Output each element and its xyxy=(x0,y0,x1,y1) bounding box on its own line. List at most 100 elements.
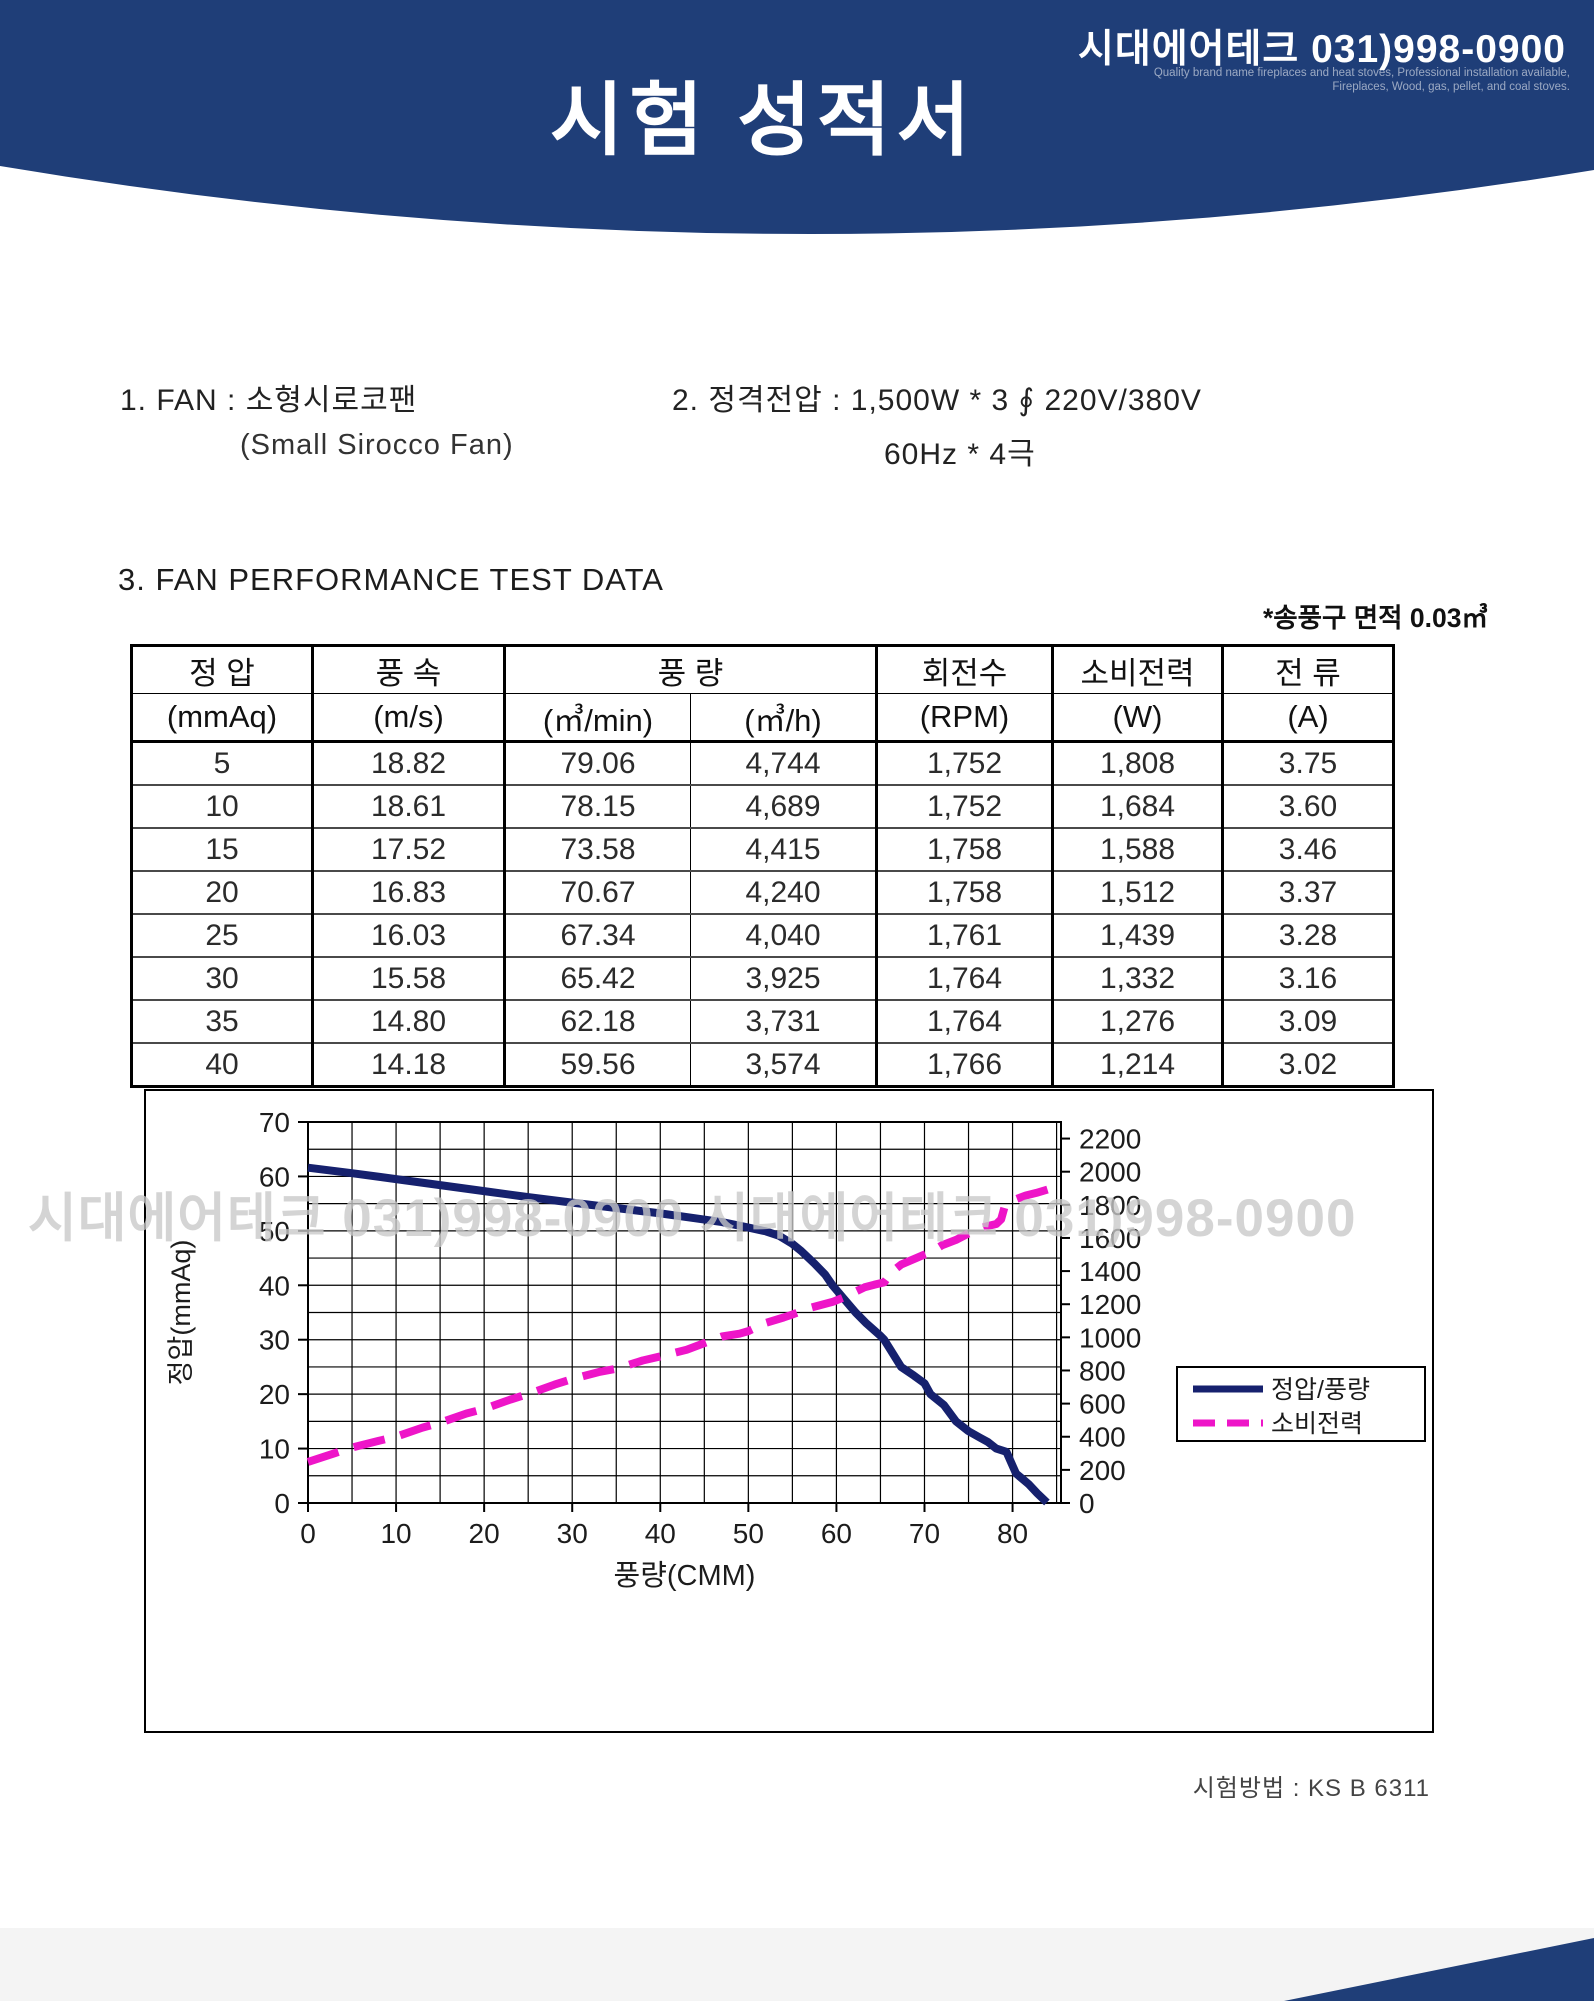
table-row: 35 14.80 62.18 3,731 1,764 1,276 3.09 xyxy=(131,999,1394,1043)
chart-tick-label: 0 xyxy=(300,1518,316,1549)
table-cell: 4,744 xyxy=(690,741,877,785)
column-group-header: 풍 량 xyxy=(503,645,877,694)
table-cell: 20 xyxy=(131,870,313,914)
rated-voltage-sub: 60Hz * 4극 xyxy=(884,438,1036,471)
column-group-header: 전 류 xyxy=(1221,645,1394,694)
table-cell: 14.80 xyxy=(311,999,505,1043)
table-cell: 1,808 xyxy=(1051,741,1223,785)
test-method-note: 시험방법 : KS B 6311 xyxy=(1192,1775,1430,1802)
section3-title: 3. FAN PERFORMANCE TEST DATA xyxy=(118,562,664,597)
table-cell: 1,758 xyxy=(875,870,1053,914)
table-cell: 17.52 xyxy=(311,827,505,871)
table-cell: 3.02 xyxy=(1221,1042,1394,1087)
performance-chart: 0 10 20 30 40 50 60 70 8001020304050607002004006… xyxy=(166,1107,1426,1592)
chart-tick-label: 800 xyxy=(1079,1355,1126,1386)
chart-tick-label: 30 xyxy=(557,1518,588,1549)
table-cell: 3.75 xyxy=(1221,741,1394,785)
table-cell: 18.82 xyxy=(311,741,505,785)
table-cell: 1,752 xyxy=(875,741,1053,785)
table-row: 25 16.03 67.34 4,040 1,761 1,439 3.28 xyxy=(131,913,1394,957)
table-row: 40 14.18 59.56 3,574 1,766 1,214 3.02 xyxy=(131,1042,1394,1087)
outlet-area-note: *송풍구 면적 0.03㎥ xyxy=(1262,603,1488,633)
table-cell: 14.18 xyxy=(311,1042,505,1087)
table-row: 20 16.83 70.67 4,240 1,758 1,512 3.37 xyxy=(131,870,1394,914)
table-cell: 3.46 xyxy=(1221,827,1394,871)
chart-tick-label: 2200 xyxy=(1079,1124,1141,1155)
table-cell: 10 xyxy=(131,784,313,828)
legend-label: 소비전력 xyxy=(1271,1410,1363,1438)
chart-tick-label: 10 xyxy=(380,1518,411,1549)
table-cell: 59.56 xyxy=(503,1042,691,1087)
column-unit-header: (m/s) xyxy=(311,693,505,743)
fan-item-label: 1. FAN : 소형시로코팬 xyxy=(120,384,418,417)
legend-box xyxy=(1176,1366,1426,1442)
chart-tick-label: 60 xyxy=(259,1161,290,1192)
table-cell: 1,512 xyxy=(1051,870,1223,914)
table-row: 5 18.82 79.06 4,744 1,752 1,808 3.75 xyxy=(132,741,1394,785)
table-cell: 1,684 xyxy=(1051,784,1223,828)
table-cell: 5 xyxy=(213,746,231,780)
plot-border xyxy=(307,1121,1062,1504)
performance-chart-box: 0 10 20 30 40 50 60 70 80 0 10 20 30 40 50 60 70 0 200 400 6… xyxy=(144,1089,1434,1733)
fan-item-sub: (Small Sirocco Fan) xyxy=(240,429,514,461)
header-banner-shape xyxy=(0,0,1594,235)
table-cell: 1,214 xyxy=(1051,1042,1223,1087)
x-axis-title: 풍량(CMM) xyxy=(614,1560,756,1592)
corner-wedge-shape xyxy=(1284,1938,1594,2001)
column-unit-header: (RPM) xyxy=(875,693,1053,743)
series-power-line xyxy=(306,1185,1051,1466)
table-cell: 65.42 xyxy=(503,956,691,1000)
chart-tick-label: 20 xyxy=(259,1379,290,1410)
chart-tick-label: 70 xyxy=(259,1107,290,1138)
table-cell: 4,689 xyxy=(690,784,877,828)
chart-tick-label: 80 xyxy=(997,1518,1028,1549)
table-cell: 1,439 xyxy=(1051,913,1223,957)
table-cell: 1,276 xyxy=(1051,999,1223,1043)
table-cell: 62.18 xyxy=(503,999,691,1043)
table-cell: 3.28 xyxy=(1221,913,1394,957)
table-cell: 1,764 xyxy=(875,999,1053,1043)
chart-tick-label: 1400 xyxy=(1079,1256,1141,1287)
chart-tick-label: 70 xyxy=(909,1518,940,1549)
table-cell: 35 xyxy=(131,999,313,1043)
chart-tick-label: 60 xyxy=(821,1518,852,1549)
column-group-header: 정 압 xyxy=(189,655,255,691)
table-cell: 3,925 xyxy=(690,956,877,1000)
header-banner xyxy=(0,0,1594,235)
rated-voltage-label: 2. 정격전압 : 1,500W * 3 ∮ 220V/380V xyxy=(672,384,1202,417)
table-cell: 18.61 xyxy=(311,784,505,828)
table-cell: 4,415 xyxy=(690,827,877,871)
table-row: 15 17.52 73.58 4,415 1,758 1,588 3.46 xyxy=(131,827,1394,871)
table-cell: 15.58 xyxy=(311,956,505,1000)
table-cell: 25 xyxy=(131,913,313,957)
table-cell: 3.16 xyxy=(1221,956,1394,1000)
tagline-line1: Quality brand name fireplaces and heat s… xyxy=(1153,67,1570,79)
chart-tick-label: 200 xyxy=(1079,1455,1126,1486)
table-cell: 40 xyxy=(131,1042,313,1087)
chart-tick-label: 1000 xyxy=(1079,1322,1141,1353)
chart-tick-label: 40 xyxy=(645,1518,676,1549)
chart-tick-label: 1800 xyxy=(1079,1190,1141,1221)
table-cell: 1,588 xyxy=(1051,827,1223,871)
chart-tick-label: 0 xyxy=(1079,1488,1095,1519)
chart-tick-label: 600 xyxy=(1079,1389,1126,1420)
chart-tick-label: 20 xyxy=(469,1518,500,1549)
page-title: 시험 성적서 xyxy=(549,76,977,165)
table-cell: 3.60 xyxy=(1221,784,1394,828)
watermark-text: 시대에어테크 031)998-0900 시대에어테크 031)998-0900 xyxy=(28,1189,1357,1248)
chart-tick-label: 2000 xyxy=(1079,1157,1141,1188)
table-row: 10 18.61 78.15 4,689 1,752 1,684 3.60 xyxy=(131,784,1394,828)
table-row: 30 15.58 65.42 3,925 1,764 1,332 3.16 xyxy=(131,956,1394,1000)
table-cell: 67.34 xyxy=(503,913,691,957)
footer-corner-wedge xyxy=(1284,1938,1594,2001)
footer-band xyxy=(0,1928,1594,2001)
table-cell: 73.58 xyxy=(503,827,691,871)
table-cell: 78.15 xyxy=(503,784,691,828)
table-cell: 16.03 xyxy=(311,913,505,957)
table-cell: 4,240 xyxy=(690,870,877,914)
column-unit-header: (㎥/min) xyxy=(503,693,691,743)
table-cell: 3,731 xyxy=(690,999,877,1043)
